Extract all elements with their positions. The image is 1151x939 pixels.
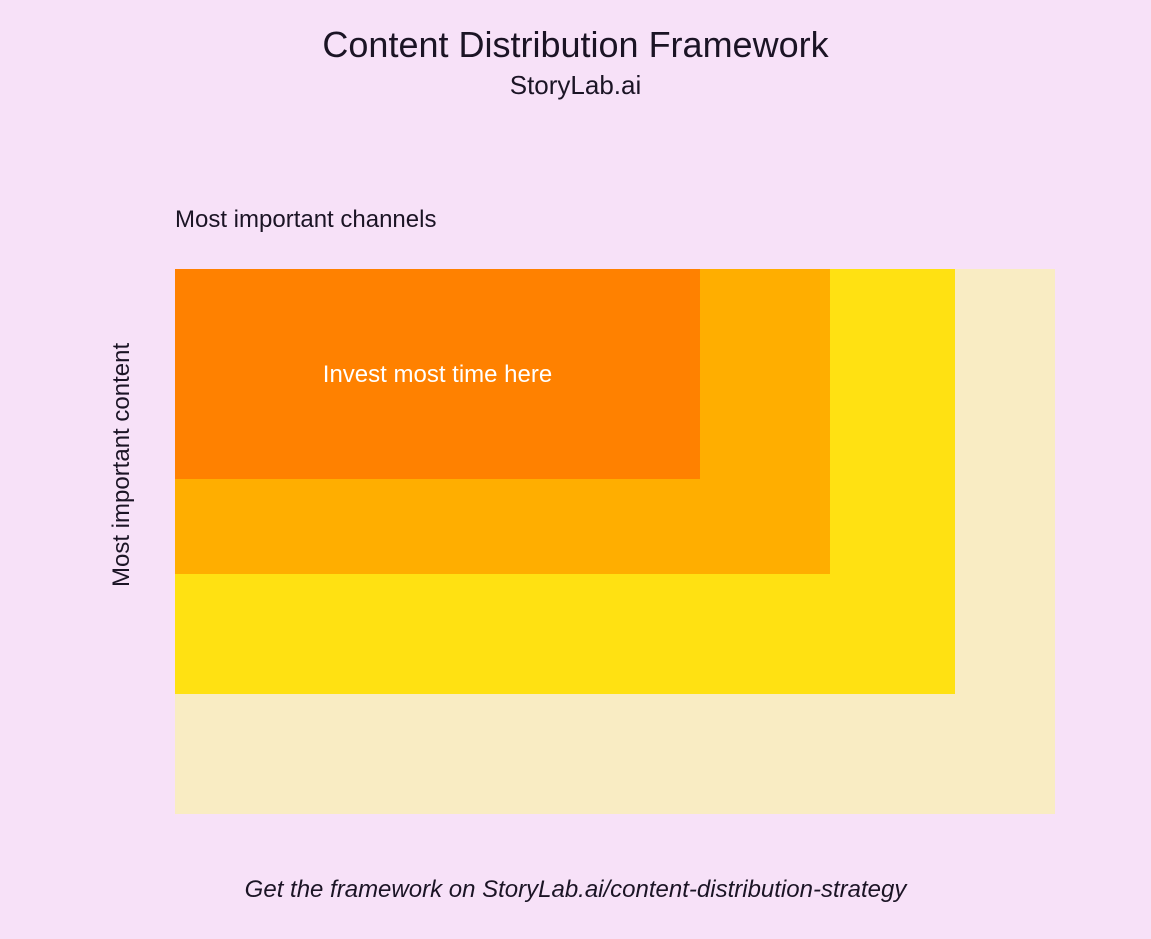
- y-axis-label: Most important content: [108, 343, 136, 587]
- chart-inner-label: Invest most time here: [175, 361, 700, 389]
- footer-text: Get the framework on StoryLab.ai/content…: [0, 876, 1151, 904]
- page-subtitle: StoryLab.ai: [0, 70, 1151, 101]
- chart-layer-3: Invest most time here: [175, 269, 700, 479]
- x-axis-label: Most important channels: [175, 206, 436, 234]
- nested-layers-chart: Invest most time here: [175, 269, 1055, 814]
- page-title: Content Distribution Framework: [0, 24, 1151, 66]
- framework-canvas: Content Distribution Framework StoryLab.…: [0, 0, 1151, 939]
